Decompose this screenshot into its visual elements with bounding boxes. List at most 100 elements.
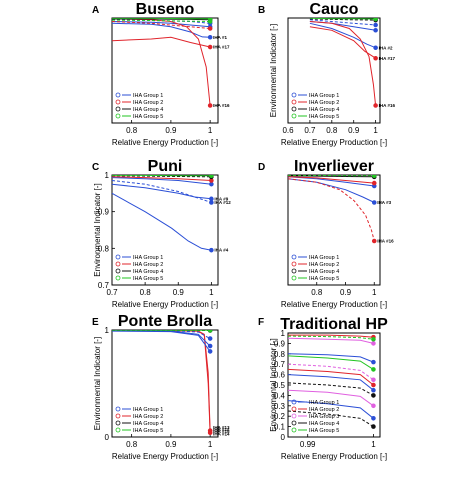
- series-line: [288, 382, 374, 396]
- legend-marker: [291, 92, 297, 98]
- series-endpoint: [207, 44, 213, 50]
- x-axis-label: Relative Energy Production [-]: [112, 138, 218, 147]
- x-tick-label: 0.8: [326, 126, 338, 135]
- legend-marker: [115, 113, 121, 119]
- series-endpoint: [209, 181, 214, 187]
- series-line: [288, 178, 375, 242]
- annotation-label: IHA #2: [379, 45, 393, 50]
- y-axis-label: Environmental Indicator [-]: [269, 24, 278, 117]
- panel-f: F Traditional HP 0.99 1 00.1 0.20.3 0.40.50.6 0…: [258, 316, 388, 461]
- panel-d: D Inverliever 0.8 0.9 1 Relative Energy Produ…: [258, 158, 394, 309]
- series-line: [309, 18, 376, 21]
- series-line: [288, 410, 374, 428]
- series-endpoint: [371, 424, 376, 429]
- panel-letter: D: [258, 162, 265, 173]
- legend-marker: [291, 420, 297, 426]
- series-endpoint: [209, 247, 214, 253]
- series-line: [288, 389, 374, 407]
- series-endpoint: [371, 403, 376, 409]
- series-line: [288, 355, 374, 370]
- series-endpoint: [373, 45, 378, 51]
- y-tick-label: 0.9: [274, 339, 286, 348]
- legend-marker: [115, 275, 121, 281]
- legend-marker: [115, 406, 121, 412]
- x-tick-label: 0.8: [126, 440, 138, 449]
- series-line: [112, 177, 212, 185]
- series-line: [112, 192, 212, 251]
- annotation-label: IHA #14: [213, 431, 230, 436]
- legend-label: IHA Group 2: [133, 262, 163, 268]
- series-group: [288, 334, 376, 429]
- series-line: [288, 176, 375, 184]
- series-endpoint: [207, 336, 213, 341]
- y-tick-label: 0.3: [274, 402, 286, 411]
- panel-title: Puni: [148, 158, 183, 175]
- y-tick-label: 0.2: [274, 412, 286, 421]
- y-tick-label: 0.8: [274, 350, 286, 359]
- legend-marker: [291, 113, 297, 119]
- series-endpoint: [209, 175, 214, 179]
- annotation-label: IHA #16: [377, 239, 394, 244]
- legend-marker: [115, 427, 121, 433]
- y-tick-label: 0.1: [274, 423, 286, 432]
- axes-frame: [111, 329, 219, 438]
- x-axis-label: Relative Energy Production [-]: [112, 300, 218, 309]
- legend-marker: [115, 106, 121, 112]
- legend-label: IHA Group 5: [133, 428, 163, 434]
- legend-label: IHA Group 2: [309, 262, 339, 268]
- x-tick-label: 1: [209, 288, 214, 297]
- legend-label: IHA Group 2: [309, 100, 339, 106]
- y-tick-label: 0.4: [274, 391, 286, 400]
- legend-marker: [115, 268, 121, 274]
- legend-label: IHA Group 5: [309, 428, 339, 434]
- x-tick-label: 0.8: [311, 288, 323, 297]
- x-axis-label: Relative Energy Production [-]: [281, 300, 387, 309]
- series-line: [288, 353, 374, 363]
- series-endpoint: [371, 393, 376, 398]
- panel-title: Traditional HP: [280, 316, 388, 333]
- x-tick-label: 0.9: [165, 440, 177, 449]
- series-endpoint: [207, 430, 213, 436]
- y-tick-label: 0.5: [274, 381, 286, 390]
- series-endpoint: [371, 377, 376, 383]
- annotation-label: IHA #16: [213, 103, 230, 108]
- series-line: [112, 18, 211, 106]
- x-axis-label: Relative Energy Production [-]: [281, 138, 387, 147]
- series-endpoint: [207, 343, 213, 349]
- x-tick-label: 0.8: [140, 288, 152, 297]
- series-group: [112, 330, 213, 436]
- x-tick-label: 1: [371, 440, 376, 449]
- y-tick-label: 0: [105, 433, 110, 442]
- legend-marker: [291, 254, 297, 260]
- series-line: [288, 175, 375, 178]
- series-endpoint: [373, 27, 378, 33]
- panel-a: A Buseno 0.8 0.9 1 Relative Energy Production…: [92, 1, 230, 147]
- series-line: [112, 183, 212, 200]
- series-endpoint: [207, 26, 213, 31]
- x-tick-label: 0.9: [340, 288, 352, 297]
- x-tick-label: 1: [373, 126, 378, 135]
- panel-letter: E: [92, 317, 99, 328]
- annotation-label: IHA #17: [213, 45, 230, 50]
- x-tick-label: 1: [372, 288, 377, 297]
- annotation-label: IHA #14: [213, 427, 230, 432]
- legend-label: IHA Group 3: [309, 414, 339, 420]
- y-tick-label: 1: [105, 171, 110, 180]
- axes-frame: [111, 174, 219, 286]
- series-line: [309, 26, 376, 59]
- legend-label: IHA Group 1: [133, 93, 163, 99]
- legend-label: IHA Group 4: [133, 107, 163, 113]
- series-endpoint: [371, 387, 376, 393]
- legend-label: IHA Group 2: [133, 414, 163, 420]
- legend-label: IHA Group 4: [133, 269, 163, 275]
- legend-marker: [291, 275, 297, 281]
- series-line: [112, 180, 212, 203]
- series-endpoint: [371, 367, 376, 372]
- legend-marker: [115, 92, 121, 98]
- legend-label: IHA Group 1: [133, 407, 163, 413]
- series-line: [112, 330, 211, 352]
- series-endpoint: [209, 196, 214, 202]
- series-group: [288, 175, 377, 244]
- series-endpoint: [373, 22, 378, 28]
